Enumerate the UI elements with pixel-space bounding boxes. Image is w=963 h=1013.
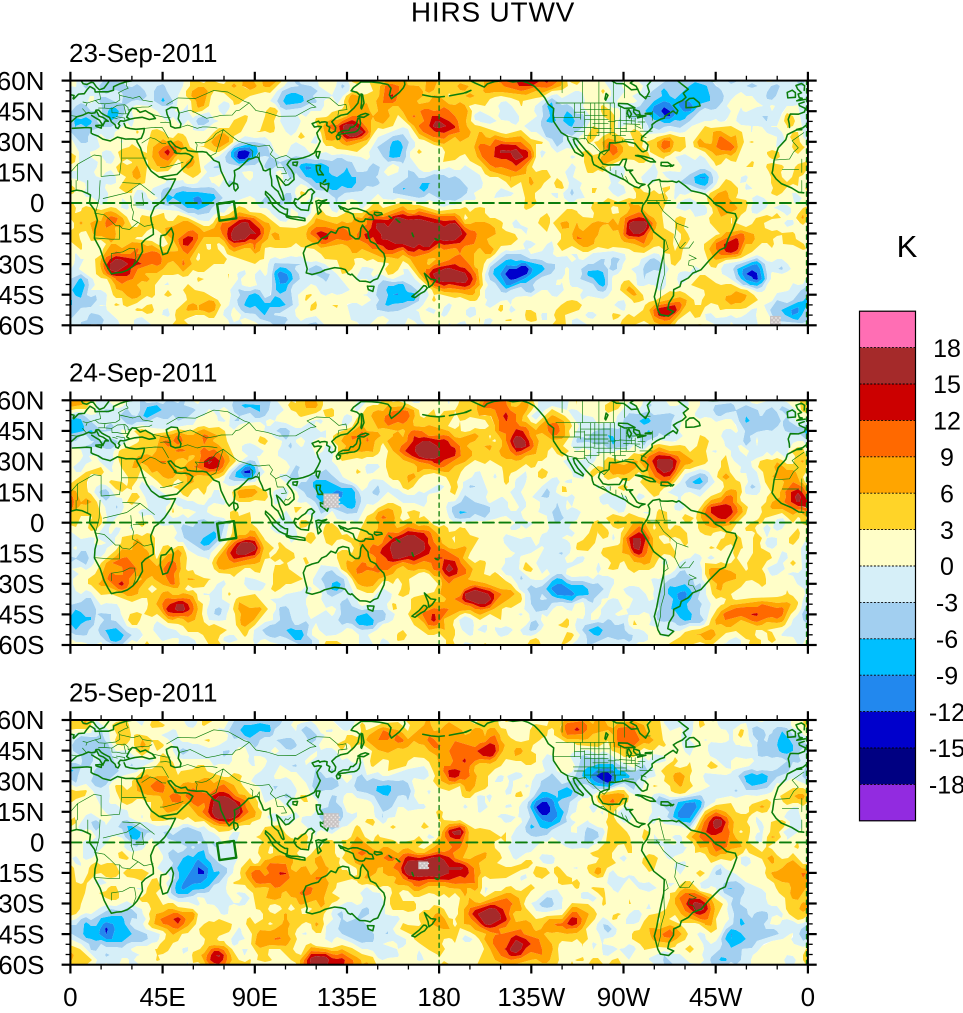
svg-text:-6: -6: [936, 626, 958, 654]
svg-text:60S: 60S: [0, 950, 45, 980]
svg-text:60N: 60N: [0, 66, 45, 96]
svg-text:15S: 15S: [0, 858, 45, 888]
svg-text:0: 0: [801, 982, 815, 1012]
svg-text:60N: 60N: [0, 705, 45, 735]
svg-text:24-Sep-2011: 24-Sep-2011: [69, 358, 217, 388]
svg-text:45N: 45N: [0, 96, 45, 126]
svg-text:45N: 45N: [0, 416, 45, 446]
svg-text:60N: 60N: [0, 386, 45, 416]
svg-text:6: 6: [940, 480, 954, 508]
svg-text:45S: 45S: [0, 280, 45, 310]
svg-text:-18: -18: [929, 772, 963, 800]
svg-text:45N: 45N: [0, 736, 45, 766]
svg-text:45E: 45E: [139, 982, 185, 1012]
svg-text:30S: 30S: [0, 889, 45, 919]
svg-text:-15: -15: [929, 735, 963, 763]
svg-text:12: 12: [933, 408, 961, 436]
svg-text:-12: -12: [929, 699, 963, 727]
svg-text:15: 15: [933, 371, 961, 399]
svg-text:30S: 30S: [0, 249, 45, 279]
svg-text:135W: 135W: [497, 982, 565, 1012]
svg-text:-9: -9: [936, 662, 958, 690]
svg-text:30N: 30N: [0, 447, 45, 477]
svg-text:18: 18: [933, 335, 961, 363]
svg-text:0: 0: [63, 982, 77, 1012]
svg-text:45S: 45S: [0, 919, 45, 949]
svg-text:-3: -3: [936, 590, 958, 618]
svg-text:15N: 15N: [0, 477, 45, 507]
svg-text:45S: 45S: [0, 600, 45, 630]
svg-text:15N: 15N: [0, 158, 45, 188]
svg-text:135E: 135E: [317, 982, 378, 1012]
svg-text:9: 9: [940, 444, 954, 472]
svg-text:60S: 60S: [0, 630, 45, 660]
svg-text:0: 0: [30, 828, 44, 858]
svg-text:25-Sep-2011: 25-Sep-2011: [69, 677, 217, 707]
svg-text:30S: 30S: [0, 569, 45, 599]
svg-text:K: K: [897, 229, 918, 264]
svg-text:15N: 15N: [0, 797, 45, 827]
svg-text:60S: 60S: [0, 311, 45, 341]
svg-text:180: 180: [417, 982, 460, 1012]
svg-text:0: 0: [30, 188, 44, 218]
svg-text:15S: 15S: [0, 538, 45, 568]
svg-text:3: 3: [940, 517, 954, 545]
svg-text:45W: 45W: [689, 982, 743, 1012]
svg-text:0: 0: [940, 553, 954, 581]
svg-text:90W: 90W: [597, 982, 651, 1012]
svg-text:90E: 90E: [232, 982, 278, 1012]
svg-text:15S: 15S: [0, 219, 45, 249]
svg-text:0: 0: [30, 508, 44, 538]
svg-text:23-Sep-2011: 23-Sep-2011: [69, 38, 217, 68]
svg-text:30N: 30N: [0, 766, 45, 796]
svg-text:HIRS UTWV: HIRS UTWV: [411, 0, 575, 27]
svg-text:30N: 30N: [0, 127, 45, 157]
